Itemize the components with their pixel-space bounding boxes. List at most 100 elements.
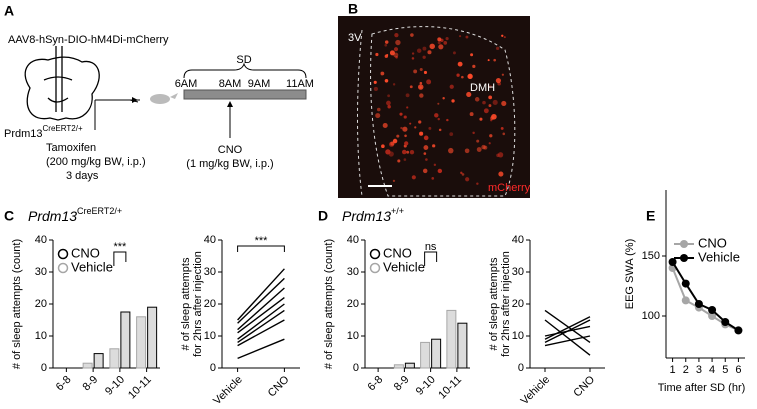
y-tick-label: 0 [210,362,216,374]
y-axis-label: # of sleep attempts (count) [323,239,335,369]
cell-dot [437,37,442,42]
cell-dot [384,43,388,47]
x-axis-label: Time after SD (hr) [658,382,746,394]
cell-dot [448,147,454,154]
legend-label: CNO [71,245,100,260]
cell-dot [479,117,483,121]
x-tick-label: Vehicle [519,374,553,408]
panel-label: B [348,1,358,17]
x-tick-label: 10-11 [126,374,154,402]
cell-dot [433,163,437,167]
sd-brace [183,62,307,79]
cell-dot [434,113,439,118]
outline-dmh [370,26,516,197]
time-label: 11AM [286,78,314,90]
cell-dot [501,34,504,37]
y-axis-label: # of sleep attempts [180,257,192,350]
x-tick-label: 8-9 [392,374,412,394]
point [668,258,677,266]
cell-dot [437,117,440,121]
bar [82,362,93,369]
point [694,300,703,308]
panel-label: C [4,208,14,224]
micrograph [338,16,530,198]
significance-label: ns [425,241,437,253]
cell-dot [469,112,474,117]
cell-dot [476,147,482,152]
x-tick-label: Vehicle [211,374,245,408]
x-tick-label: CNO [571,373,597,399]
cell-dot [413,69,418,74]
cell-dot [501,73,504,76]
outline-3v [357,29,363,197]
bar [109,348,120,369]
cell-dot [442,97,445,100]
significance-label: *** [255,235,269,247]
cell-dot [404,134,407,138]
cell-dot [375,113,381,119]
time-label: 6AM [175,78,198,90]
cell-dot [404,141,409,146]
subject-line [544,325,591,337]
cell-dot [446,118,449,122]
cell-dot [422,46,427,51]
y-tick-label: 0 [353,362,359,374]
y-tick-label: 10 [35,330,47,342]
cell-dot [419,81,423,85]
y-tick-label: 40 [512,234,524,246]
cell-dot [399,112,403,116]
cell-dot [445,37,449,41]
y-tick-label: 100 [642,310,660,322]
tamoxifen: Tamoxifen [46,142,96,154]
y-tick-label: 0 [41,362,47,374]
x-tick-label: 6-8 [366,374,386,394]
cell-dot [400,126,403,130]
time-label: 9AM [248,78,271,90]
cell-dot [474,97,480,102]
cell-dot [411,52,415,55]
cell-dot [451,99,455,103]
point [681,279,690,288]
cell-dot [423,145,429,151]
cell-dot [385,149,391,155]
cell-dot [461,173,465,176]
cell-dot [470,53,474,57]
panel-label: A [4,3,14,19]
legend-marker [57,248,69,260]
stain-label: mCherry [488,182,531,194]
cell-dot [497,152,504,158]
cell-dot [393,47,399,52]
genotype-superscript: CreERT2/+ [77,206,122,216]
bar [120,311,131,369]
cell-dot [414,126,417,129]
mouse-line: Prdm13CreERT2/+ [4,124,83,140]
cell-dot [489,85,492,89]
cell-dot [452,51,456,55]
cell-signal [373,33,507,185]
legend-marker [369,248,381,260]
cell-dot [411,175,416,180]
cell-dot [488,95,493,100]
legend-marker [369,262,381,274]
y-tick-label: 20 [347,298,359,310]
cell-dot [489,134,493,138]
y-tick-label: 0 [518,362,524,374]
cell-dot [409,150,415,155]
cell-dot [422,55,426,59]
arrow-head [227,101,233,107]
legend-marker [680,240,688,248]
cell-dot [461,75,464,79]
bar [431,338,442,369]
cell-dot [402,126,408,132]
cell-dot [381,144,385,149]
region-label: DMH [470,82,495,94]
x-tick-label: 4 [709,364,715,376]
cell-dot [409,85,413,89]
y-tick-label: 10 [204,330,216,342]
cell-dot [423,135,429,141]
bar [457,322,468,369]
x-tick-label: 9-10 [103,374,127,398]
subject-line [237,338,285,360]
bar [446,309,457,369]
cell-dot [411,57,415,60]
